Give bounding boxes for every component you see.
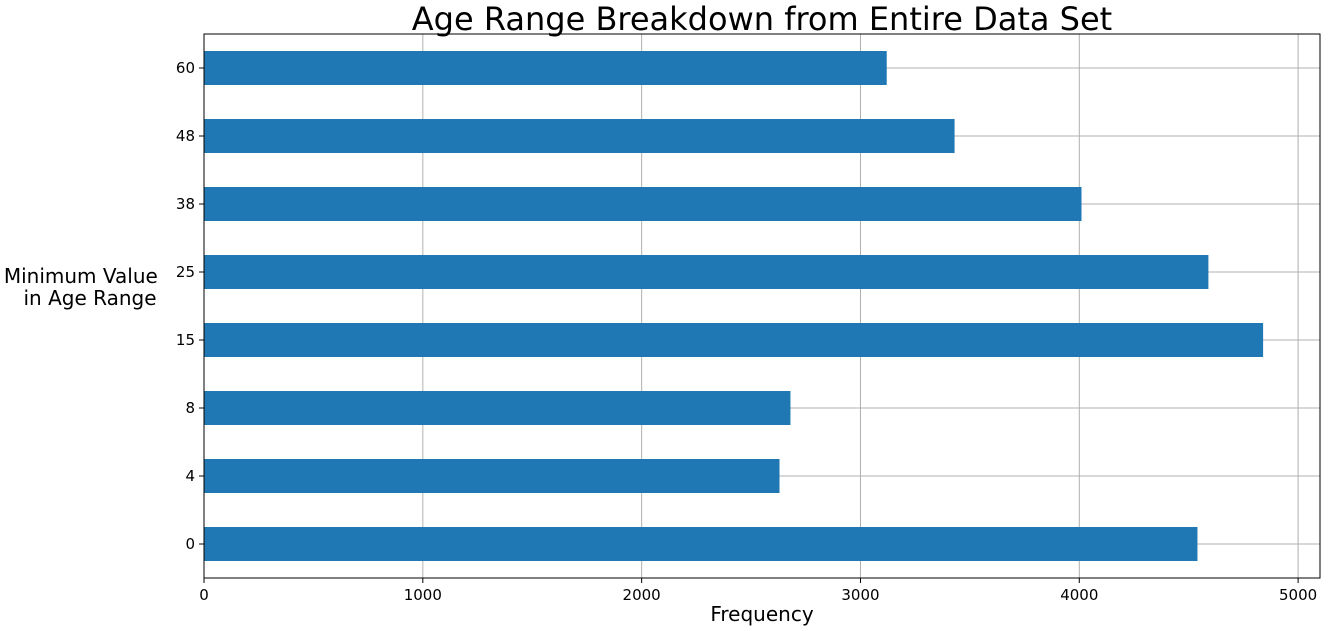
bar-38: [204, 187, 1082, 221]
chart-title: Age Range Breakdown from Entire Data Set: [412, 0, 1112, 38]
x-tick-label: 1000: [404, 586, 442, 604]
y-axis-label-line-1: Minimum Value: [4, 264, 158, 288]
bar-8: [204, 391, 791, 425]
bar-15: [204, 323, 1264, 357]
y-tick-label-25: 25: [176, 263, 195, 281]
x-tick-label: 4000: [1060, 586, 1098, 604]
plot-frame: [203, 33, 1321, 579]
y-tick-label-0: 0: [185, 535, 195, 553]
bar-60: [204, 51, 887, 85]
x-tick-label: 5000: [1279, 586, 1317, 604]
y-tick-label-60: 60: [176, 59, 195, 77]
y-tick-label-38: 38: [176, 195, 195, 213]
y-tick-label-15: 15: [176, 331, 195, 349]
y-tick-label-48: 48: [176, 127, 195, 145]
x-tick-label: 2000: [623, 586, 661, 604]
bar-4: [204, 459, 780, 493]
x-axis-label: Frequency: [710, 602, 813, 626]
y-tick-label-8: 8: [185, 399, 195, 417]
y-tick-label-4: 4: [185, 467, 195, 485]
bar-25: [204, 255, 1209, 289]
x-tick-label: 0: [199, 586, 209, 604]
grid: [203, 34, 1320, 578]
x-tick-label: 3000: [841, 586, 879, 604]
bar-48: [204, 119, 955, 153]
y-axis-label: Minimum Value in Age Range: [4, 264, 164, 310]
bars: [204, 51, 1264, 561]
bar-0: [204, 527, 1198, 561]
y-axis-label-line-2: in Age Range: [23, 286, 156, 310]
